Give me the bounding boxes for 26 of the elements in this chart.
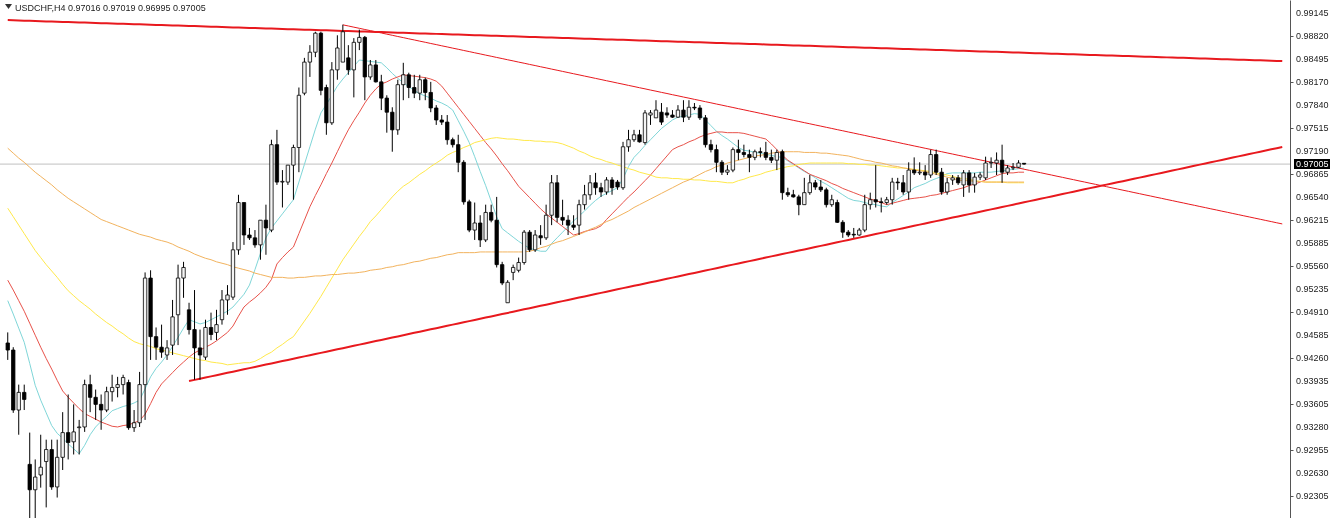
y-tick-label: 0.95560 xyxy=(1296,261,1329,272)
y-tick-label: 0.94260 xyxy=(1296,352,1329,363)
ref-line-label: 0.97005 xyxy=(1296,159,1329,170)
y-tick-label: 0.94585 xyxy=(1296,329,1329,340)
y-tick-label: 0.98170 xyxy=(1296,76,1329,87)
y-tick-label: 0.99145 xyxy=(1296,8,1329,19)
y-tick-label: 0.96865 xyxy=(1296,168,1329,179)
y-tick-label: 0.92955 xyxy=(1296,444,1329,455)
candlestick xyxy=(38,434,43,489)
y-tick-label: 0.95885 xyxy=(1296,238,1329,249)
y-tick-label: 0.96215 xyxy=(1296,214,1329,225)
y-tick-label: 0.93280 xyxy=(1296,421,1329,432)
y-tick-label: 0.98495 xyxy=(1296,53,1329,64)
y-tick-label: 0.93935 xyxy=(1296,375,1329,386)
y-tick-label: 0.97190 xyxy=(1296,146,1329,157)
y-tick-label: 0.98820 xyxy=(1296,30,1329,41)
y-tick-label: 0.96540 xyxy=(1296,191,1329,202)
y-tick-label: 0.92305 xyxy=(1296,490,1329,501)
chart-title: USDCHF,H4 0.97016 0.97019 0.96995 0.97005 xyxy=(15,3,206,13)
y-tick-label: 0.95235 xyxy=(1296,283,1329,294)
y-tick-label: 0.94910 xyxy=(1296,306,1329,317)
y-tick-label: 0.93605 xyxy=(1296,399,1329,410)
y-tick-label: 0.97515 xyxy=(1296,123,1329,134)
y-tick-label: 0.97840 xyxy=(1296,100,1329,111)
line-series xyxy=(7,147,1025,279)
y-tick-label: 0.92630 xyxy=(1296,467,1329,478)
